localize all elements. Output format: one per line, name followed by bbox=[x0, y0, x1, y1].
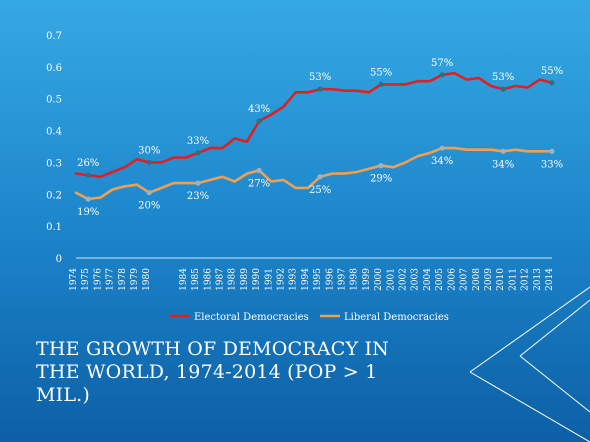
data-point-marker bbox=[195, 150, 201, 156]
x-tick-label: 2014 bbox=[545, 268, 555, 291]
x-tick-label: 2001 bbox=[386, 268, 396, 291]
y-tick-label: 0 bbox=[56, 254, 62, 265]
x-tick-label: 2004 bbox=[423, 268, 433, 291]
x-tick-label: 1990 bbox=[252, 268, 262, 291]
x-tick-label: 1979 bbox=[130, 268, 140, 291]
x-tick-label: 2000 bbox=[374, 268, 384, 291]
data-point-marker bbox=[146, 159, 152, 166]
data-point-marker bbox=[439, 145, 445, 151]
x-tick-label: 2011 bbox=[508, 268, 518, 291]
data-label: 43% bbox=[248, 104, 270, 115]
x-tick-label: 1992 bbox=[276, 268, 286, 291]
x-tick-label: 2008 bbox=[472, 268, 482, 291]
x-tick-label: 1976 bbox=[93, 268, 103, 291]
data-label: 26% bbox=[77, 158, 99, 169]
y-tick-label: 0.3 bbox=[46, 158, 62, 169]
y-tick-label: 0.7 bbox=[46, 31, 62, 42]
y-tick-label: 0.5 bbox=[46, 95, 62, 106]
series-line-electoral bbox=[74, 71, 554, 179]
data-label: 53% bbox=[309, 72, 331, 83]
legend-label: Electoral Democracies bbox=[194, 312, 309, 323]
data-point-marker bbox=[256, 118, 262, 124]
x-tick-label: 1974 bbox=[69, 268, 79, 291]
data-point-marker bbox=[317, 86, 323, 92]
x-tick-label: 2002 bbox=[399, 268, 409, 291]
data-label: 53% bbox=[492, 72, 514, 83]
data-label: 55% bbox=[541, 66, 563, 77]
x-tick-label: 2013 bbox=[533, 268, 543, 291]
data-point-marker bbox=[85, 172, 91, 178]
data-point-marker bbox=[378, 163, 384, 169]
x-tick-label: 1994 bbox=[301, 268, 311, 291]
slide-title: The Growth of Democracy in the World, 19… bbox=[36, 338, 389, 406]
data-label: 33% bbox=[187, 136, 209, 147]
x-tick-label: 1980 bbox=[142, 268, 152, 291]
data-label: 27% bbox=[248, 178, 270, 189]
x-tick-label: 2012 bbox=[521, 268, 531, 291]
y-tick-label: 0.6 bbox=[46, 63, 62, 74]
x-tick-label: 2010 bbox=[496, 268, 506, 291]
data-point-marker bbox=[85, 196, 91, 202]
x-tick-label: 1991 bbox=[264, 268, 274, 291]
data-label: 30% bbox=[138, 145, 160, 156]
x-tick-label: 1988 bbox=[228, 268, 238, 291]
data-point-marker bbox=[549, 80, 555, 86]
data-point-marker bbox=[146, 190, 152, 196]
data-label: 33% bbox=[541, 159, 563, 170]
x-tick-label: 2003 bbox=[411, 268, 421, 291]
x-tick-label: 2006 bbox=[447, 268, 457, 291]
data-label: 34% bbox=[431, 156, 453, 167]
x-tick-label: 1977 bbox=[106, 268, 116, 291]
x-tick-label: 1985 bbox=[191, 268, 201, 291]
x-tick-label: 1997 bbox=[338, 268, 348, 291]
data-point-marker bbox=[378, 81, 384, 87]
y-tick-label: 0.4 bbox=[46, 127, 62, 138]
data-point-marker bbox=[549, 148, 555, 154]
data-point-marker bbox=[317, 174, 323, 180]
x-tick-label: 1998 bbox=[350, 268, 360, 291]
data-label: 23% bbox=[187, 191, 209, 202]
x-tick-label: 1986 bbox=[203, 268, 213, 291]
data-label: 29% bbox=[370, 174, 392, 185]
x-tick-label: 1978 bbox=[118, 268, 128, 291]
data-point-marker bbox=[500, 148, 506, 154]
data-label: 57% bbox=[431, 58, 453, 69]
x-tick-label: 1993 bbox=[289, 268, 299, 291]
data-label: 55% bbox=[370, 67, 392, 78]
legend-label: Liberal Democracies bbox=[344, 312, 449, 323]
data-point-marker bbox=[439, 72, 445, 78]
data-label: 25% bbox=[309, 185, 331, 196]
data-label: 19% bbox=[77, 207, 99, 218]
data-point-marker bbox=[195, 180, 201, 186]
x-tick-label: 1987 bbox=[215, 268, 225, 291]
x-tick-label: 1989 bbox=[240, 268, 250, 291]
y-tick-label: 0.1 bbox=[46, 222, 62, 233]
x-tick-label: 1984 bbox=[179, 268, 189, 291]
data-point-marker bbox=[256, 167, 262, 173]
x-tick-label: 1995 bbox=[313, 268, 323, 291]
x-tick-label: 2009 bbox=[484, 268, 494, 291]
x-tick-label: 2007 bbox=[460, 268, 470, 291]
data-label: 20% bbox=[138, 201, 160, 212]
series-line-liberal bbox=[74, 146, 554, 201]
data-point-marker bbox=[500, 86, 506, 92]
y-tick-label: 0.2 bbox=[46, 190, 62, 201]
x-tick-label: 1975 bbox=[81, 268, 91, 291]
data-label: 34% bbox=[492, 159, 514, 170]
x-tick-label: 1999 bbox=[362, 268, 372, 291]
x-tick-label: 2005 bbox=[435, 268, 445, 291]
x-tick-label: 1996 bbox=[325, 268, 335, 291]
